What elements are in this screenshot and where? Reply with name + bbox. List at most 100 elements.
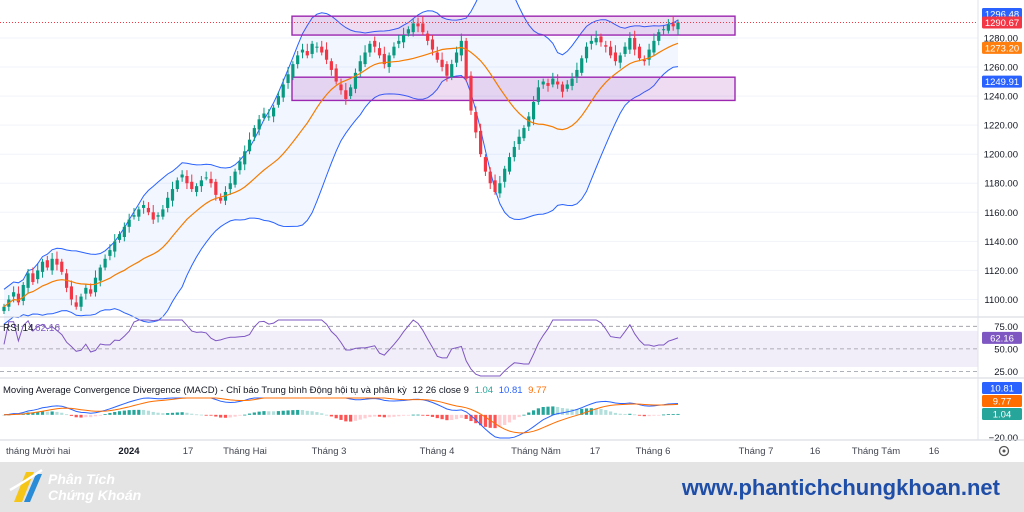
macd-histogram-bar bbox=[142, 409, 146, 415]
macd-histogram-bar bbox=[272, 411, 276, 415]
candle-body bbox=[613, 52, 618, 62]
macd-histogram-bar bbox=[60, 412, 64, 415]
candle bbox=[310, 40, 314, 59]
candle bbox=[228, 175, 232, 195]
candle-body bbox=[493, 180, 497, 192]
candle bbox=[618, 52, 622, 69]
macd-histogram-bar bbox=[531, 410, 536, 415]
candle bbox=[512, 141, 516, 162]
candle bbox=[565, 80, 569, 92]
candle-body bbox=[406, 29, 410, 34]
candle-body bbox=[618, 55, 622, 63]
candle-body bbox=[170, 189, 175, 201]
candle bbox=[488, 167, 492, 190]
macd-histogram-bar bbox=[190, 413, 194, 415]
macd-histogram-bar bbox=[233, 414, 237, 417]
macd-histogram-bar bbox=[363, 414, 367, 419]
macd-histogram-bar bbox=[527, 412, 531, 415]
candle bbox=[2, 303, 6, 314]
candle bbox=[445, 61, 449, 82]
macd-histogram-bar bbox=[194, 414, 199, 416]
macd-histogram-bar bbox=[657, 414, 661, 416]
candle bbox=[589, 35, 593, 50]
candle-body bbox=[517, 136, 521, 145]
candle bbox=[440, 52, 444, 72]
candle bbox=[122, 222, 126, 242]
time-tick-label: Tháng 7 bbox=[739, 446, 774, 457]
candle bbox=[272, 104, 276, 123]
macd-histogram-bar bbox=[166, 413, 170, 415]
price-zones bbox=[291, 15, 736, 102]
candle-body bbox=[464, 40, 468, 79]
candle bbox=[546, 78, 550, 92]
candle-body bbox=[257, 119, 261, 130]
macd-histogram-bar bbox=[652, 414, 656, 416]
settings-icon[interactable] bbox=[998, 445, 1010, 457]
macd-histogram-bar bbox=[84, 414, 88, 418]
price-axis[interactable]: 1280.00 1260.00 1240.00 1220.00 1200.00 1180.… bbox=[982, 8, 1022, 306]
price-tick-label: 1120.00 bbox=[984, 266, 1018, 277]
candle bbox=[426, 30, 430, 46]
macd-histogram-bar bbox=[522, 414, 526, 416]
candle-body bbox=[84, 287, 88, 294]
macd-histogram-bar bbox=[281, 410, 285, 415]
candle bbox=[238, 157, 242, 175]
time-tick-label: Tháng 3 bbox=[312, 446, 347, 457]
candle bbox=[575, 62, 579, 83]
candle bbox=[363, 45, 367, 68]
rsi-tick-label: 25.00 bbox=[994, 367, 1018, 378]
candle bbox=[127, 213, 131, 233]
macd-histogram-bar bbox=[454, 414, 459, 420]
candle bbox=[161, 205, 165, 220]
candle bbox=[113, 234, 117, 258]
time-axis[interactable]: tháng Mười hai 2024 17 Tháng Hai Tháng 3 Thán… bbox=[6, 446, 939, 457]
candle bbox=[349, 84, 353, 99]
macd-histogram-bar bbox=[55, 411, 59, 415]
candle bbox=[276, 91, 281, 108]
candle-body bbox=[26, 273, 30, 288]
candle bbox=[180, 170, 184, 182]
candle bbox=[262, 107, 266, 121]
candle bbox=[166, 191, 170, 213]
candle bbox=[623, 42, 627, 57]
macd-histogram-bar bbox=[618, 413, 622, 415]
macd-histogram-bar bbox=[570, 408, 574, 415]
candle-body bbox=[16, 293, 21, 303]
macd-histogram-bar bbox=[483, 414, 488, 427]
candle-body bbox=[40, 261, 45, 272]
candle-body bbox=[262, 113, 266, 118]
candle-body bbox=[349, 87, 353, 97]
candle bbox=[493, 174, 497, 195]
candle-body bbox=[382, 53, 386, 65]
macd-histogram-bar bbox=[613, 412, 618, 415]
candle-body bbox=[296, 55, 300, 65]
candle-body bbox=[661, 29, 666, 31]
candle bbox=[406, 26, 410, 37]
candle-body bbox=[440, 59, 444, 68]
price-chart[interactable]: 1280.00 1260.00 1240.00 1220.00 1200.00 1180.… bbox=[0, 0, 1024, 462]
candle-body bbox=[324, 49, 329, 60]
candle bbox=[69, 280, 73, 306]
candle-body bbox=[161, 209, 165, 217]
candle bbox=[339, 78, 343, 95]
candle-body bbox=[117, 234, 122, 240]
candle bbox=[281, 78, 285, 102]
candle bbox=[517, 129, 521, 150]
macd-histogram-bar bbox=[589, 408, 593, 415]
price-tick-label: 1160.00 bbox=[984, 208, 1018, 219]
candle-body bbox=[450, 64, 454, 78]
candle bbox=[642, 55, 646, 66]
rsi-pane[interactable]: 75.00 50.00 25.00 62.16 bbox=[0, 319, 1022, 378]
macd-histogram-bar bbox=[161, 413, 165, 415]
time-tick-label: 2024 bbox=[118, 446, 140, 457]
zone-resistance bbox=[291, 15, 736, 36]
website-link[interactable]: www.phantichchungkhoan.net bbox=[681, 475, 1001, 500]
macd-pane[interactable]: −20.00 10.81 9.77 1.04 bbox=[2, 382, 1022, 444]
candle-body bbox=[291, 64, 295, 78]
candle-body bbox=[108, 250, 112, 256]
candle-body bbox=[474, 112, 478, 133]
candle-body bbox=[507, 157, 512, 172]
candle bbox=[580, 55, 584, 76]
candle-body bbox=[570, 78, 574, 86]
macd-histogram-bar bbox=[219, 414, 223, 418]
